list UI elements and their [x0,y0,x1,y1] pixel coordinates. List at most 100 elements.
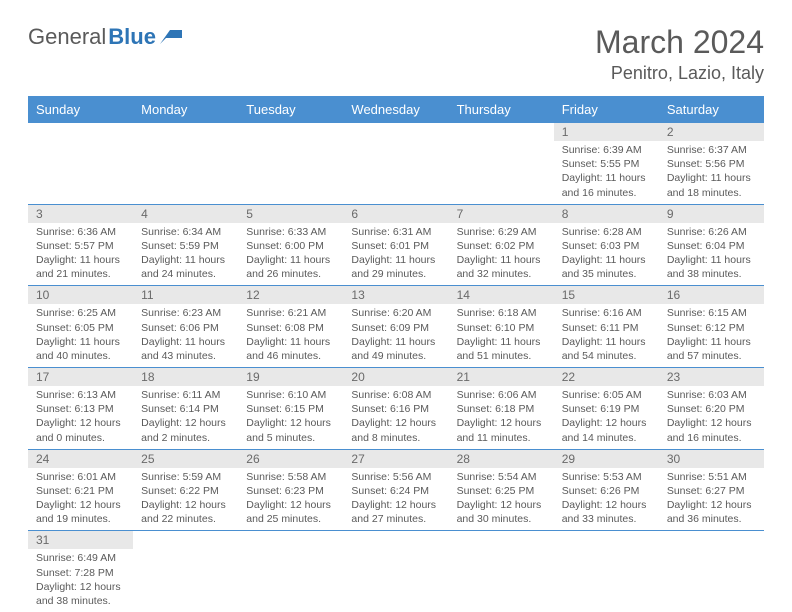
sunrise-line: Sunrise: 6:13 AM [36,388,125,402]
day-detail-cell [238,141,343,204]
sunrise-line: Sunrise: 6:18 AM [457,306,546,320]
day-number-cell: 3 [28,204,133,223]
daylight-line: Daylight: 12 hours and 36 minutes. [667,498,756,526]
location: Penitro, Lazio, Italy [595,63,764,84]
sunset-line: Sunset: 6:14 PM [141,402,230,416]
day-detail-cell: Sunrise: 6:21 AMSunset: 6:08 PMDaylight:… [238,304,343,367]
day-number-cell [343,123,448,141]
sunrise-line: Sunrise: 6:16 AM [562,306,651,320]
sunset-line: Sunset: 6:09 PM [351,321,440,335]
sunrise-line: Sunrise: 6:03 AM [667,388,756,402]
sunrise-line: Sunrise: 6:23 AM [141,306,230,320]
day-detail-cell [238,549,343,612]
daylight-line: Daylight: 12 hours and 30 minutes. [457,498,546,526]
day-number-cell: 4 [133,204,238,223]
sunset-line: Sunset: 6:10 PM [457,321,546,335]
detail-row: Sunrise: 6:13 AMSunset: 6:13 PMDaylight:… [28,386,764,449]
day-header: Thursday [449,96,554,123]
sunrise-line: Sunrise: 6:28 AM [562,225,651,239]
sunset-line: Sunset: 6:08 PM [246,321,335,335]
day-number-cell: 13 [343,286,448,305]
day-header: Tuesday [238,96,343,123]
daylight-line: Daylight: 11 hours and 43 minutes. [141,335,230,363]
day-number-cell [449,123,554,141]
sunset-line: Sunset: 5:55 PM [562,157,651,171]
sunset-line: Sunset: 6:11 PM [562,321,651,335]
sunrise-line: Sunrise: 6:36 AM [36,225,125,239]
sunrise-line: Sunrise: 6:15 AM [667,306,756,320]
day-detail-cell: Sunrise: 6:39 AMSunset: 5:55 PMDaylight:… [554,141,659,204]
daylight-line: Daylight: 11 hours and 18 minutes. [667,171,756,199]
day-number-cell: 25 [133,449,238,468]
day-detail-cell: Sunrise: 6:23 AMSunset: 6:06 PMDaylight:… [133,304,238,367]
sunset-line: Sunset: 6:15 PM [246,402,335,416]
sunrise-line: Sunrise: 6:29 AM [457,225,546,239]
day-number-cell: 21 [449,368,554,387]
sunset-line: Sunset: 6:26 PM [562,484,651,498]
day-detail-cell: Sunrise: 6:08 AMSunset: 6:16 PMDaylight:… [343,386,448,449]
day-number-cell: 1 [554,123,659,141]
daylight-line: Daylight: 12 hours and 2 minutes. [141,416,230,444]
day-number-cell: 11 [133,286,238,305]
logo-flag-icon [160,28,186,46]
sunrise-line: Sunrise: 5:51 AM [667,470,756,484]
day-header: Wednesday [343,96,448,123]
day-number-cell [343,531,448,550]
daylight-line: Daylight: 11 hours and 57 minutes. [667,335,756,363]
day-number-cell: 30 [659,449,764,468]
day-detail-cell: Sunrise: 6:33 AMSunset: 6:00 PMDaylight:… [238,223,343,286]
sunset-line: Sunset: 6:25 PM [457,484,546,498]
sunset-line: Sunset: 6:22 PM [141,484,230,498]
day-detail-cell: Sunrise: 6:01 AMSunset: 6:21 PMDaylight:… [28,468,133,531]
sunrise-line: Sunrise: 5:56 AM [351,470,440,484]
day-detail-cell: Sunrise: 6:36 AMSunset: 5:57 PMDaylight:… [28,223,133,286]
sunset-line: Sunset: 6:04 PM [667,239,756,253]
day-detail-cell: Sunrise: 6:15 AMSunset: 6:12 PMDaylight:… [659,304,764,367]
sunrise-line: Sunrise: 6:01 AM [36,470,125,484]
day-detail-cell: Sunrise: 6:37 AMSunset: 5:56 PMDaylight:… [659,141,764,204]
day-number-cell: 28 [449,449,554,468]
day-detail-cell: Sunrise: 5:58 AMSunset: 6:23 PMDaylight:… [238,468,343,531]
daylight-line: Daylight: 11 hours and 29 minutes. [351,253,440,281]
daylight-line: Daylight: 11 hours and 54 minutes. [562,335,651,363]
day-detail-cell [449,549,554,612]
day-number-cell: 16 [659,286,764,305]
daylight-line: Daylight: 12 hours and 14 minutes. [562,416,651,444]
day-detail-cell [343,141,448,204]
day-detail-cell: Sunrise: 6:10 AMSunset: 6:15 PMDaylight:… [238,386,343,449]
daylight-line: Daylight: 11 hours and 16 minutes. [562,171,651,199]
logo-text-1: General [28,24,106,50]
day-detail-cell [28,141,133,204]
sunset-line: Sunset: 5:57 PM [36,239,125,253]
day-header: Monday [133,96,238,123]
day-detail-cell: Sunrise: 6:31 AMSunset: 6:01 PMDaylight:… [343,223,448,286]
detail-row: Sunrise: 6:49 AMSunset: 7:28 PMDaylight:… [28,549,764,612]
daylight-line: Daylight: 12 hours and 25 minutes. [246,498,335,526]
day-number-cell: 15 [554,286,659,305]
day-header: Friday [554,96,659,123]
daylight-line: Daylight: 11 hours and 49 minutes. [351,335,440,363]
sunrise-line: Sunrise: 6:25 AM [36,306,125,320]
sunrise-line: Sunrise: 6:08 AM [351,388,440,402]
detail-row: Sunrise: 6:25 AMSunset: 6:05 PMDaylight:… [28,304,764,367]
day-number-cell [449,531,554,550]
day-number-cell [238,123,343,141]
day-number-cell: 23 [659,368,764,387]
daylight-line: Daylight: 11 hours and 38 minutes. [667,253,756,281]
day-header: Saturday [659,96,764,123]
sunrise-line: Sunrise: 6:06 AM [457,388,546,402]
day-number-cell: 6 [343,204,448,223]
day-detail-cell [133,549,238,612]
sunset-line: Sunset: 6:16 PM [351,402,440,416]
day-detail-cell: Sunrise: 5:59 AMSunset: 6:22 PMDaylight:… [133,468,238,531]
day-number-cell [554,531,659,550]
daylight-line: Daylight: 12 hours and 27 minutes. [351,498,440,526]
sunset-line: Sunset: 6:18 PM [457,402,546,416]
sunset-line: Sunset: 6:23 PM [246,484,335,498]
day-number-cell: 8 [554,204,659,223]
day-number-cell: 9 [659,204,764,223]
detail-row: Sunrise: 6:01 AMSunset: 6:21 PMDaylight:… [28,468,764,531]
daylight-line: Daylight: 11 hours and 46 minutes. [246,335,335,363]
daylight-line: Daylight: 12 hours and 19 minutes. [36,498,125,526]
sunrise-line: Sunrise: 6:20 AM [351,306,440,320]
